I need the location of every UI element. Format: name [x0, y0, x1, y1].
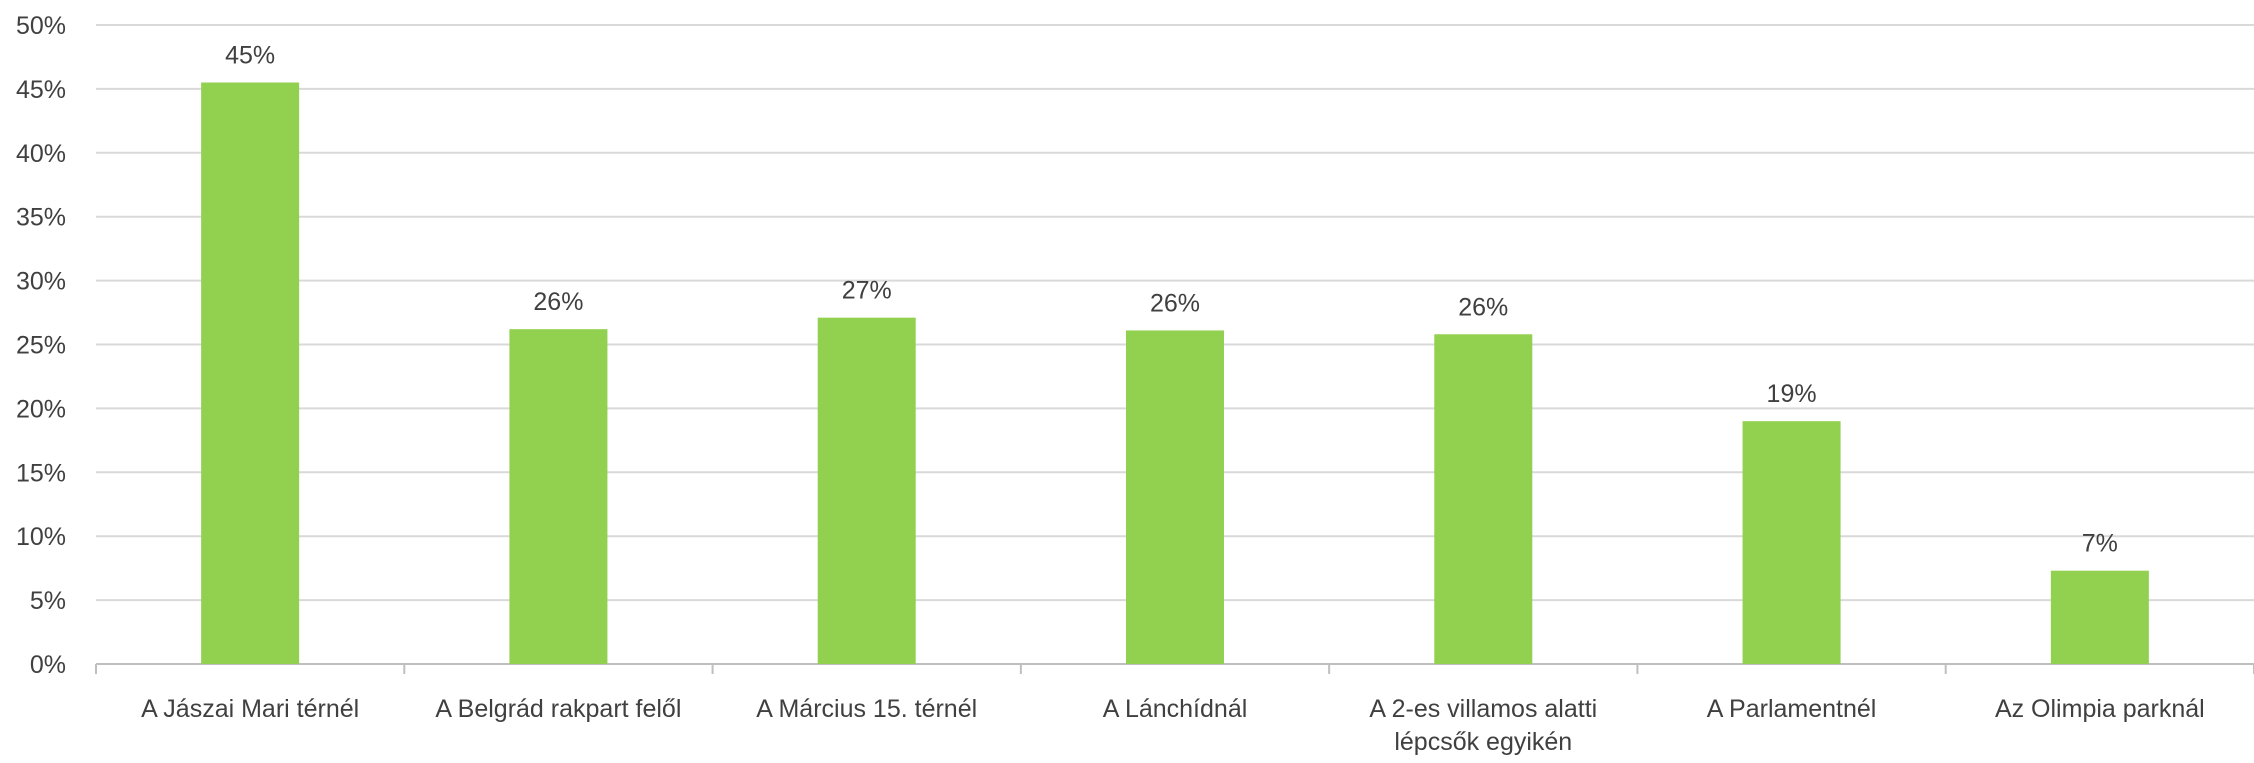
bar [1434, 334, 1533, 664]
y-tick-label: 35% [16, 204, 66, 232]
data-label: 45% [225, 42, 275, 70]
data-label: 27% [842, 277, 892, 305]
data-label: 26% [533, 288, 583, 316]
data-label: 26% [1150, 289, 1200, 317]
data-label: 26% [1458, 293, 1508, 321]
category-label: A Belgrád rakpart felől [435, 695, 681, 723]
y-tick-label: 10% [16, 523, 66, 551]
bar [817, 317, 916, 664]
axes [95, 663, 2254, 674]
category-label: Az Olimpia parknál [1995, 695, 2205, 723]
category-label: A Jászai Mari térnél [141, 695, 359, 723]
category-label: lépcsők egyikén [1394, 728, 1572, 756]
bar [509, 329, 608, 664]
category-label: A Parlamentnél [1707, 695, 1877, 723]
y-tick-label: 40% [16, 140, 66, 168]
y-tick-label: 20% [16, 395, 66, 423]
y-tick-label: 5% [30, 587, 66, 615]
y-tick-label: 50% [16, 12, 66, 40]
data-label: 7% [2082, 530, 2118, 558]
y-tick-label: 15% [16, 459, 66, 487]
y-tick-label: 0% [30, 651, 66, 679]
bar [2050, 570, 2149, 664]
bar [1742, 421, 1841, 664]
y-tick-label: 25% [16, 332, 66, 360]
category-label: A Lánchídnál [1103, 695, 1248, 723]
bars [201, 82, 2149, 664]
y-tick-label: 45% [16, 76, 66, 104]
y-tick-label: 30% [16, 268, 66, 296]
bar [1126, 330, 1224, 664]
data-label: 19% [1767, 380, 1817, 408]
category-label: A Március 15. térnél [756, 695, 977, 723]
category-label: A 2-es villamos alatti [1369, 695, 1597, 723]
bar [201, 82, 300, 664]
labels: 0% 5% 10% 15% 20% 25% 30% 35% 40% 45% 50% 45% A Jász… [16, 12, 2205, 756]
